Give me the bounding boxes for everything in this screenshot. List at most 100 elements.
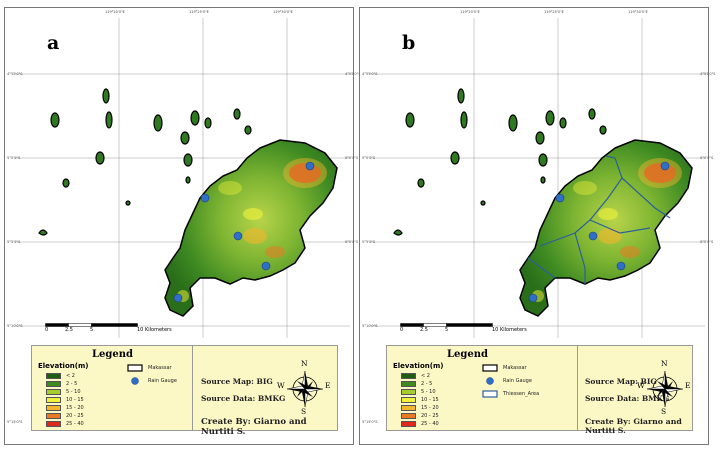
legend-class: 15 - 20 bbox=[46, 404, 84, 411]
tick-label: 4°55'0"S bbox=[700, 72, 716, 76]
scale-label: 5 bbox=[445, 327, 449, 333]
rain-gauge-point bbox=[528, 293, 538, 303]
legend-box: Legend Elevation(m) < 2 2 - 5 5 - 10 10 … bbox=[31, 345, 338, 437]
tick-label: 4°55'0"S bbox=[345, 72, 361, 76]
creator-credit: Create By: Giarno and Nurtiti S. bbox=[201, 417, 307, 437]
rain-gauge-point bbox=[616, 261, 626, 271]
legend-title: Legend bbox=[92, 349, 134, 360]
map-panel-b: 119°20'0"E 119°25'0"E 119°30'0"E 4°55'0"… bbox=[359, 7, 715, 445]
rain-gauge-point bbox=[588, 231, 598, 241]
rain-gauges bbox=[173, 161, 315, 303]
rain-gauges bbox=[528, 161, 670, 303]
legend-boundary: Makassar bbox=[127, 364, 172, 372]
thiessen-boundary bbox=[621, 177, 671, 219]
tick-label: 5°5'0"S bbox=[7, 240, 21, 244]
tick-label: 4°55'0"S bbox=[7, 72, 23, 76]
scale-label: 2.5 bbox=[420, 327, 428, 333]
scale-label: 0 bbox=[400, 327, 404, 333]
tick-label: 5°5'0"S bbox=[345, 240, 359, 244]
rain-gauge-point bbox=[261, 261, 271, 271]
thiessen-polygons bbox=[527, 155, 671, 284]
scale-label: 5 bbox=[90, 327, 94, 333]
source-data: Source Data: BMKG bbox=[201, 394, 286, 403]
tick-label: 5°15'0"S bbox=[7, 420, 23, 424]
compass-n: N bbox=[301, 359, 308, 368]
legend-box: Legend Elevation(m) < 2 2 - 5 5 - 10 10 … bbox=[386, 345, 693, 435]
rain-gauge-icon bbox=[486, 377, 494, 385]
tick-label: 5°5'0"S bbox=[362, 240, 376, 244]
tick-label: 119°25'0"E bbox=[544, 10, 564, 14]
legend-gauge: Rain Gauge bbox=[482, 377, 532, 385]
thiessen-boundary bbox=[574, 232, 586, 284]
elevation-title: Elevation(m) bbox=[38, 362, 89, 370]
legend-class: 25 - 40 bbox=[401, 420, 439, 427]
source-map: Source Map: BIG bbox=[585, 377, 657, 386]
scale-bar: 0 2.5 5 10 Kilometers bbox=[45, 323, 185, 337]
source-map: Source Map: BIG bbox=[201, 377, 273, 386]
legend-class: 10 - 15 bbox=[46, 396, 84, 403]
legend-class: < 2 bbox=[401, 372, 430, 379]
compass-s: S bbox=[301, 407, 307, 416]
tick-label: 5°0'0"S bbox=[345, 156, 359, 160]
scale-label: 10 Kilometers bbox=[492, 327, 527, 333]
compass-n: N bbox=[661, 359, 668, 368]
tick-label: 5°0'0"S bbox=[700, 156, 714, 160]
compass-w: W bbox=[277, 381, 285, 390]
north-arrow: N S W E bbox=[637, 359, 690, 419]
legend-class: 5 - 10 bbox=[401, 388, 436, 395]
compass-rose-icon bbox=[646, 370, 684, 408]
tick-label: 5°10'0"S bbox=[362, 324, 378, 328]
compass-e: E bbox=[325, 381, 331, 390]
tick-label: 119°20'0"E bbox=[105, 10, 125, 14]
rain-gauge-point bbox=[555, 193, 565, 203]
creator-credit: Create By: Giarno and Nurtiti S. bbox=[585, 417, 682, 435]
source-data: Source Data: BMKG bbox=[585, 394, 670, 403]
rain-gauge-point bbox=[660, 161, 670, 171]
tick-label: 5°0'0"S bbox=[7, 156, 21, 160]
boundary-symbol-icon bbox=[482, 364, 498, 372]
legend-gauge: Rain Gauge bbox=[127, 377, 177, 385]
rain-gauge-point bbox=[305, 161, 315, 171]
thiessen-boundary bbox=[589, 219, 651, 234]
legend-class: < 2 bbox=[46, 372, 75, 379]
tick-label: 5°5'0"S bbox=[700, 240, 714, 244]
scale-label: 2.5 bbox=[65, 327, 73, 333]
thiessen-symbol-icon bbox=[482, 390, 498, 398]
tick-label: 119°30'0"E bbox=[628, 10, 648, 14]
islands bbox=[38, 88, 252, 236]
legend-boundary: Makassar bbox=[482, 364, 527, 372]
rain-gauge-icon bbox=[131, 377, 139, 385]
legend-class: 15 - 20 bbox=[401, 404, 439, 411]
tick-label: 5°10'0"S bbox=[7, 324, 23, 328]
compass-w: W bbox=[637, 381, 645, 390]
legend-title: Legend bbox=[447, 349, 489, 360]
legend-class: 5 - 10 bbox=[46, 388, 81, 395]
tick-label: 119°30'0"E bbox=[273, 10, 293, 14]
legend-class: 2 - 5 bbox=[46, 380, 77, 387]
scale-label: 0 bbox=[45, 327, 49, 333]
legend-class: 20 - 25 bbox=[46, 412, 84, 419]
mainland bbox=[164, 139, 338, 317]
compass-rose-icon bbox=[286, 370, 324, 408]
tick-label: 119°20'0"E bbox=[460, 10, 480, 14]
highlands bbox=[177, 158, 327, 302]
map-canvas bbox=[15, 18, 350, 338]
legend-thiessen: Thiessen_Area bbox=[482, 390, 539, 398]
rain-gauge-point bbox=[233, 231, 243, 241]
islands bbox=[393, 88, 607, 236]
compass-e: E bbox=[685, 381, 691, 390]
compass-s: S bbox=[661, 407, 667, 416]
legend-class: 10 - 15 bbox=[401, 396, 439, 403]
rain-gauge-point bbox=[200, 193, 210, 203]
elevation-title: Elevation(m) bbox=[393, 362, 444, 370]
panel-label: b bbox=[402, 32, 416, 54]
scale-label: 10 Kilometers bbox=[137, 327, 172, 333]
panel-label: a bbox=[47, 32, 60, 54]
legend-class: 2 - 5 bbox=[401, 380, 432, 387]
legend-class: 25 - 40 bbox=[46, 420, 84, 427]
tick-label: 119°25'0"E bbox=[189, 10, 209, 14]
tick-label: 5°0'0"S bbox=[362, 156, 376, 160]
rain-gauge-point bbox=[173, 293, 183, 303]
tick-label: 5°15'0"S bbox=[362, 420, 378, 424]
legend-class: 20 - 25 bbox=[401, 412, 439, 419]
